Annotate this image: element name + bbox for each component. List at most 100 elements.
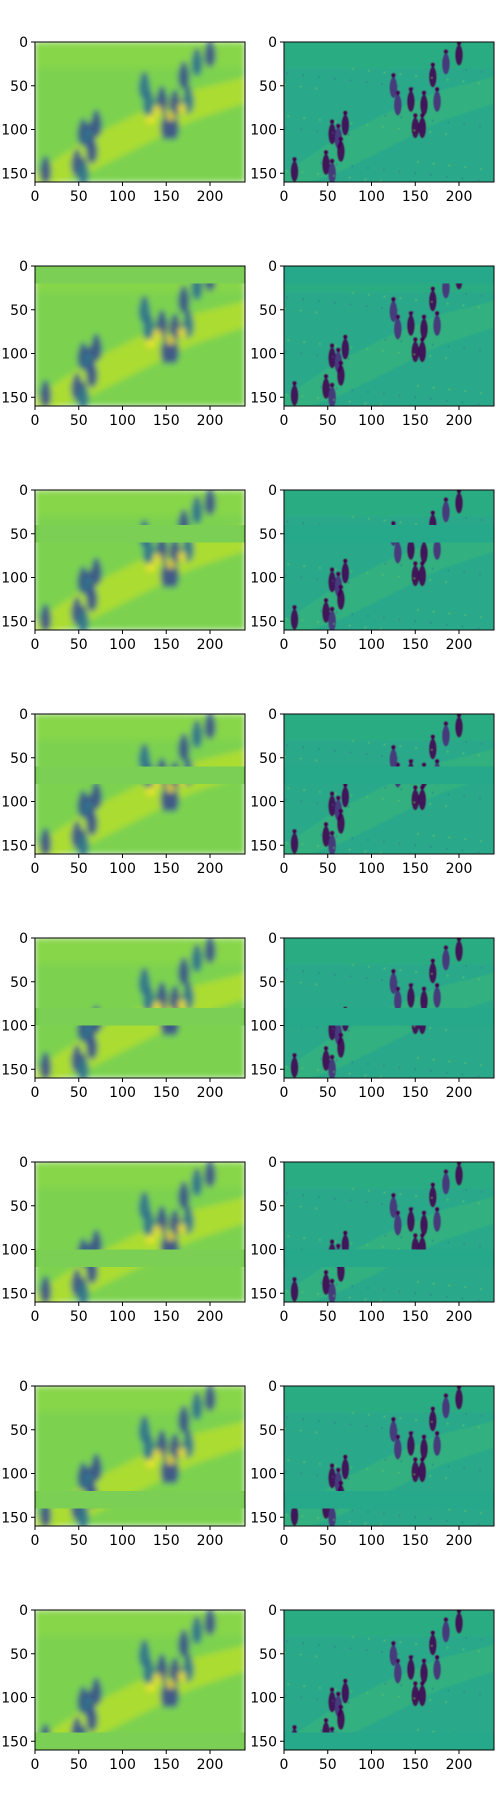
y-tick-label: 100 — [1, 1467, 28, 1483]
y-tick-label: 50 — [10, 975, 28, 991]
y-tick-label: 100 — [250, 1691, 277, 1707]
x-tick-label: 150 — [402, 1757, 429, 1773]
x-tick-label: 50 — [319, 637, 337, 653]
x-tick-label: 0 — [31, 1757, 40, 1773]
x-tick-label: 150 — [402, 1309, 429, 1325]
y-tick-label: 150 — [250, 166, 277, 182]
x-tick-label: 100 — [109, 189, 136, 205]
x-tick-label: 0 — [31, 413, 40, 429]
x-tick-label: 200 — [197, 1085, 224, 1101]
y-tick-label: 100 — [1, 1243, 28, 1259]
left-panel-row-4: 0 50 100 150 200 0 50 100 150 — [1, 707, 246, 877]
y-tick-label: 100 — [250, 1467, 277, 1483]
x-tick-label: 100 — [358, 1533, 385, 1549]
y-tick-label: 100 — [1, 1691, 28, 1707]
x-tick-label: 150 — [153, 413, 180, 429]
x-tick-label: 150 — [402, 637, 429, 653]
x-tick-label: 150 — [153, 1309, 180, 1325]
x-tick-label: 100 — [109, 637, 136, 653]
x-tick-label: 200 — [446, 1309, 473, 1325]
x-tick-label: 100 — [358, 637, 385, 653]
x-tick-label: 200 — [446, 1757, 473, 1773]
y-tick-label: 100 — [1, 571, 28, 587]
x-tick-label: 150 — [153, 189, 180, 205]
x-tick-label: 0 — [31, 189, 40, 205]
x-tick-label: 150 — [153, 637, 180, 653]
y-tick-label: 150 — [250, 1286, 277, 1302]
left-panel-row-8: 0 50 100 150 200 0 50 100 150 — [1, 1603, 246, 1773]
x-tick-label: 100 — [358, 189, 385, 205]
y-tick-label: 50 — [10, 751, 28, 767]
y-tick-label: 150 — [250, 1062, 277, 1078]
y-tick-label: 0 — [19, 483, 28, 499]
y-tick-label: 50 — [10, 1423, 28, 1439]
x-tick-label: 0 — [31, 637, 40, 653]
x-tick-label: 200 — [197, 861, 224, 877]
x-tick-label: 50 — [319, 1757, 337, 1773]
x-tick-label: 200 — [197, 1757, 224, 1773]
x-tick-label: 150 — [402, 1533, 429, 1549]
right-panel-row-3: 0 50 100 150 200 0 50 100 150 — [250, 483, 495, 653]
y-tick-label: 50 — [259, 303, 277, 319]
x-tick-label: 0 — [31, 1309, 40, 1325]
x-tick-label: 100 — [358, 413, 385, 429]
y-tick-label: 50 — [259, 1199, 277, 1215]
x-tick-label: 200 — [446, 861, 473, 877]
x-tick-label: 0 — [280, 861, 289, 877]
y-tick-label: 50 — [10, 79, 28, 95]
y-tick-label: 0 — [19, 259, 28, 275]
y-tick-label: 100 — [250, 123, 277, 139]
y-tick-label: 100 — [250, 1243, 277, 1259]
left-panel-row-3: 0 50 100 150 200 0 50 100 150 — [1, 483, 246, 653]
x-tick-label: 100 — [109, 1757, 136, 1773]
y-tick-label: 50 — [10, 1199, 28, 1215]
left-panel-row-1: 0 50 100 150 200 0 50 100 150 — [1, 35, 246, 205]
y-tick-label: 150 — [1, 390, 28, 406]
x-tick-label: 0 — [31, 1085, 40, 1101]
x-tick-label: 100 — [358, 861, 385, 877]
x-tick-label: 0 — [280, 1757, 289, 1773]
y-tick-label: 0 — [268, 483, 277, 499]
y-tick-label: 100 — [250, 795, 277, 811]
y-tick-label: 50 — [259, 79, 277, 95]
x-tick-label: 200 — [197, 637, 224, 653]
right-panel-row-8: 0 50 100 150 200 0 50 100 150 — [250, 1603, 495, 1773]
x-tick-label: 0 — [280, 413, 289, 429]
x-tick-label: 200 — [446, 1533, 473, 1549]
x-tick-label: 200 — [197, 413, 224, 429]
y-tick-label: 100 — [250, 347, 277, 363]
x-tick-label: 150 — [402, 861, 429, 877]
x-tick-label: 50 — [70, 1533, 88, 1549]
x-tick-label: 200 — [197, 1533, 224, 1549]
x-tick-label: 0 — [280, 189, 289, 205]
y-tick-label: 0 — [19, 35, 28, 51]
y-tick-label: 150 — [250, 1734, 277, 1750]
x-tick-label: 200 — [197, 1309, 224, 1325]
x-tick-label: 50 — [319, 1533, 337, 1549]
y-tick-label: 0 — [268, 1379, 277, 1395]
y-tick-label: 0 — [19, 1379, 28, 1395]
x-tick-label: 0 — [280, 1085, 289, 1101]
x-tick-label: 200 — [197, 189, 224, 205]
y-tick-label: 100 — [1, 795, 28, 811]
y-tick-label: 150 — [250, 838, 277, 854]
x-tick-label: 50 — [70, 637, 88, 653]
x-tick-label: 50 — [70, 1085, 88, 1101]
y-tick-label: 150 — [1, 614, 28, 630]
y-tick-label: 100 — [1, 347, 28, 363]
right-panel-row-6: 0 50 100 150 200 0 50 100 150 — [250, 1155, 495, 1325]
x-tick-label: 50 — [70, 413, 88, 429]
x-tick-label: 0 — [280, 1533, 289, 1549]
x-tick-label: 200 — [446, 1085, 473, 1101]
y-tick-label: 0 — [19, 931, 28, 947]
y-tick-label: 100 — [1, 1019, 28, 1035]
y-tick-label: 50 — [259, 751, 277, 767]
x-tick-label: 200 — [446, 413, 473, 429]
x-tick-label: 50 — [319, 413, 337, 429]
y-tick-label: 50 — [259, 975, 277, 991]
right-panel-row-1: 0 50 100 150 200 0 50 100 150 — [250, 35, 495, 205]
x-tick-label: 50 — [319, 189, 337, 205]
right-panel-row-5: 0 50 100 150 200 0 50 100 150 — [250, 931, 495, 1101]
y-tick-label: 0 — [268, 707, 277, 723]
